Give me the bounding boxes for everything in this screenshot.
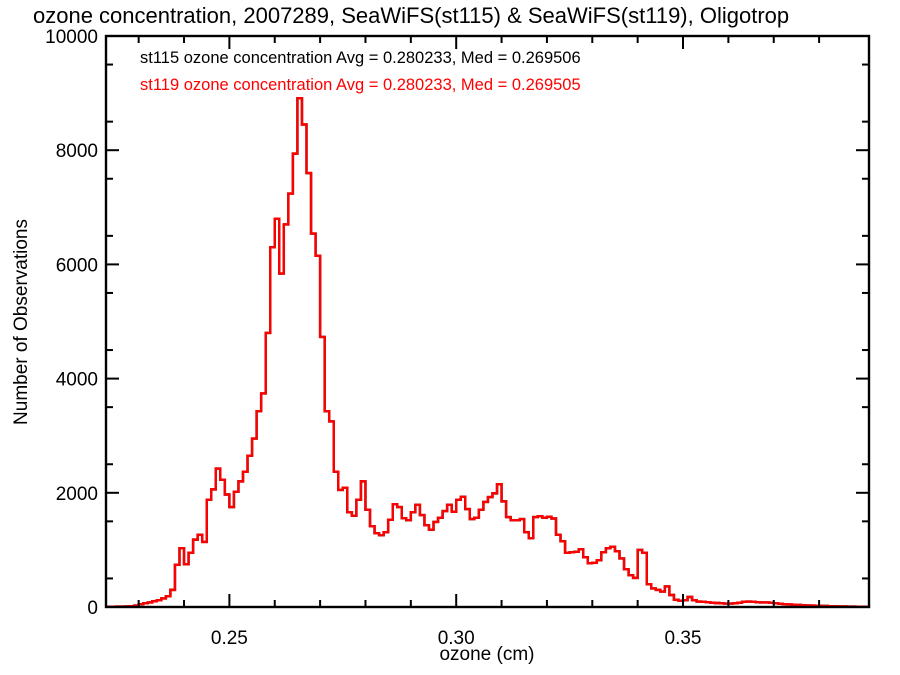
x-axis-label: ozone (cm)	[439, 644, 535, 665]
x-tick-label: 0.35	[665, 628, 702, 649]
x-tick-label: 0.30	[438, 628, 475, 649]
y-axis-label: Number of Observations	[11, 219, 32, 425]
y-tick-label: 2000	[56, 484, 98, 505]
y-tick-label: 10000	[45, 27, 98, 48]
y-tick-label: 6000	[56, 255, 98, 276]
y-tick-label: 8000	[56, 141, 98, 162]
plot-frame	[104, 34, 871, 609]
chart-title: ozone concentration, 2007289, SeaWiFS(st…	[33, 3, 790, 28]
y-tick-label: 4000	[56, 370, 98, 391]
legend-st119: st119 ozone concentration Avg = 0.280233…	[140, 76, 581, 94]
y-tick-label: 0	[87, 598, 98, 619]
series-st115-step-curve	[106, 97, 871, 608]
x-tick-label: 0.25	[211, 628, 248, 649]
series-st119-step-curve	[106, 97, 871, 608]
legend-st115: st115 ozone concentration Avg = 0.280233…	[140, 49, 581, 67]
